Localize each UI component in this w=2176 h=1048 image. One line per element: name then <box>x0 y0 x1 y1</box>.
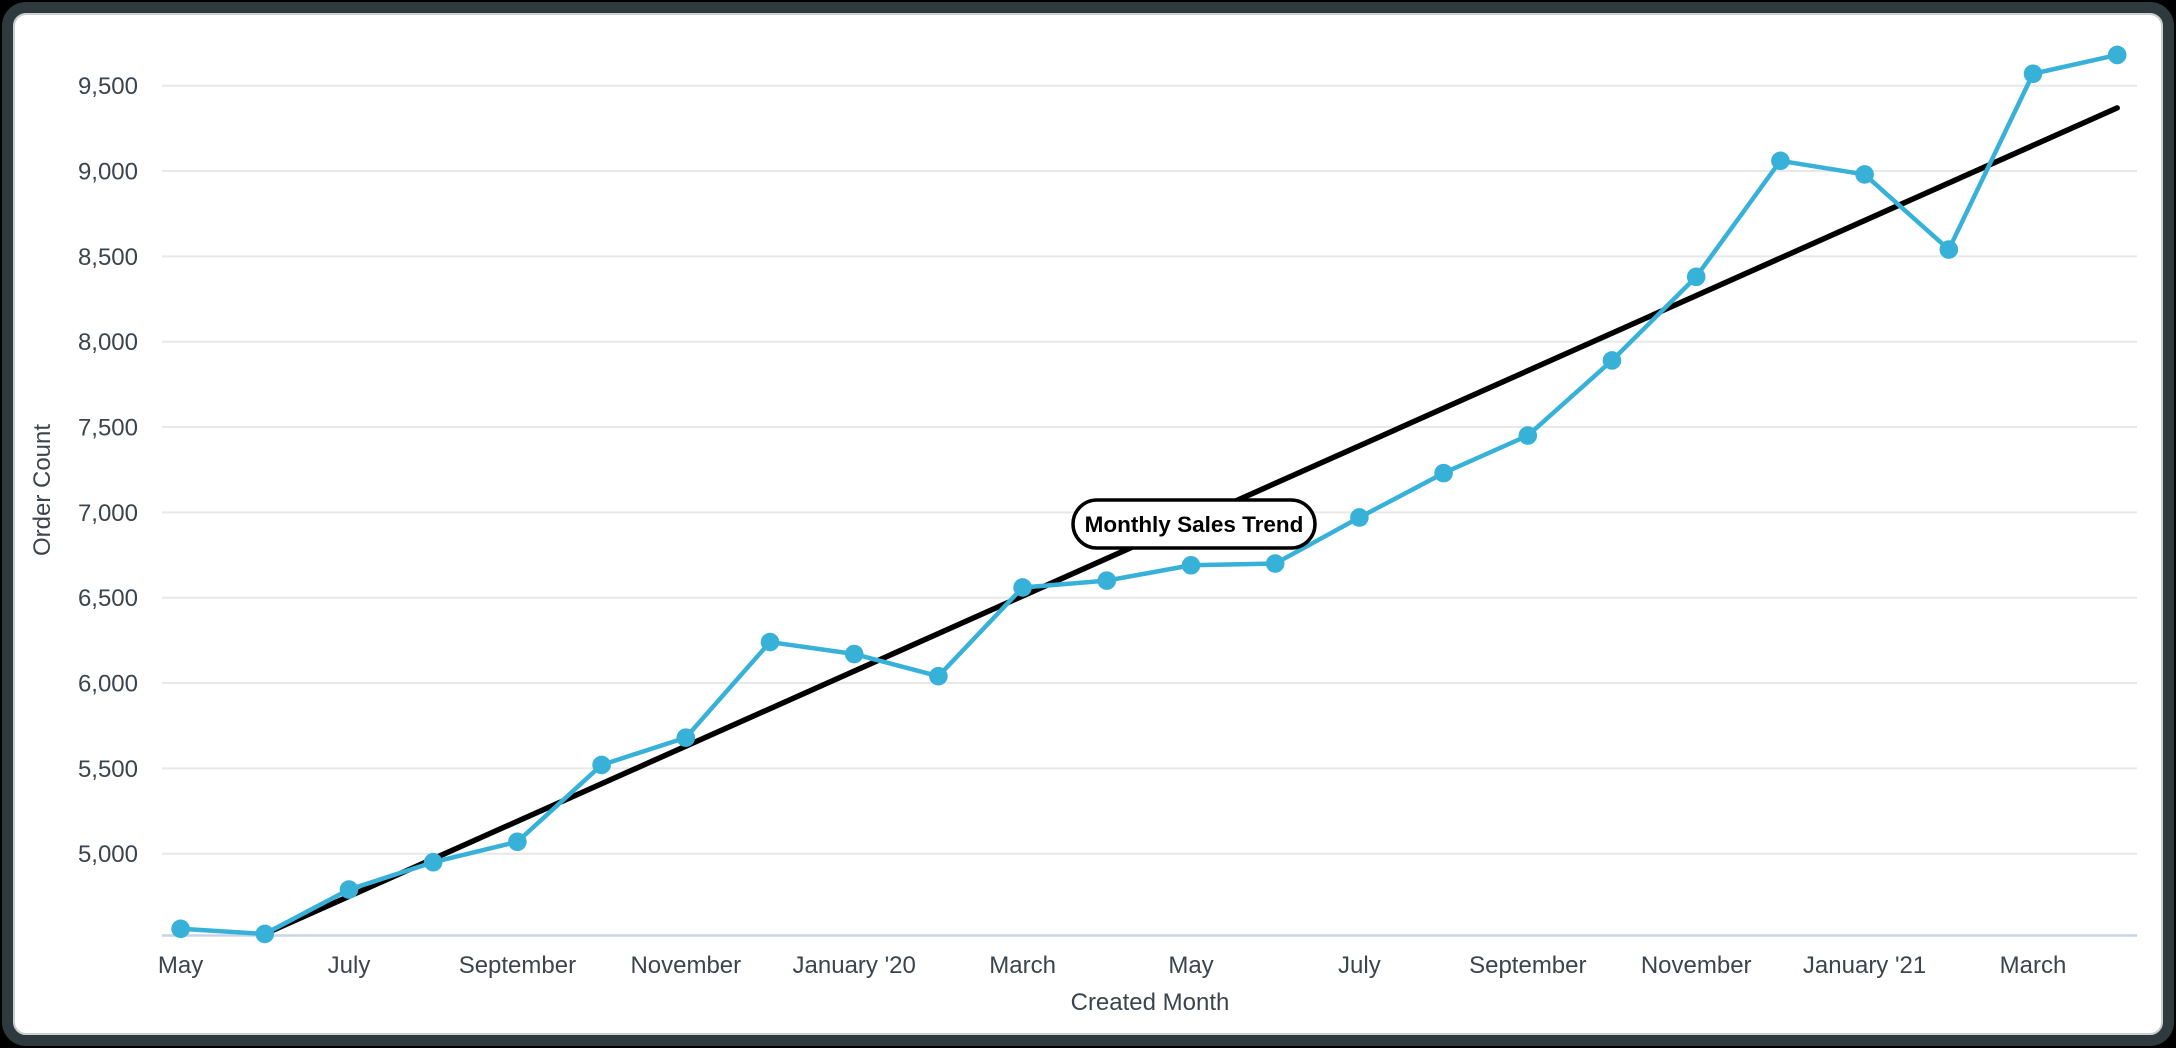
data-point[interactable] <box>1350 508 1369 527</box>
data-point[interactable] <box>171 919 190 939</box>
tick-label-layer: 5,000 5,500 6,000 6,500 7,000 7,500 8,000 8,500… <box>78 73 2066 979</box>
x-tick-label: September <box>1469 952 1586 979</box>
data-point[interactable] <box>1265 554 1285 573</box>
x-tick-label: November <box>1641 952 1752 979</box>
data-point[interactable] <box>929 666 948 686</box>
trend-label-pill: Monthly Sales Trend <box>1071 498 1317 550</box>
y-tick-label: 7,000 <box>78 500 138 527</box>
data-point[interactable] <box>760 632 780 652</box>
x-tick-label: March <box>989 952 1056 979</box>
y-tick-label: 7,500 <box>78 415 138 442</box>
data-point[interactable] <box>1602 351 1622 370</box>
data-point[interactable] <box>339 880 359 899</box>
y-tick-label: 9,500 <box>78 73 138 100</box>
y-tick-label: 8,000 <box>78 329 138 356</box>
data-point[interactable] <box>844 644 864 664</box>
x-axis-title: Created Month <box>1071 989 1230 1016</box>
data-point[interactable] <box>1939 240 1959 259</box>
gridline-layer <box>162 84 2137 855</box>
y-axis-title: Order Count <box>29 424 56 556</box>
y-tick-label: 9,000 <box>78 159 138 186</box>
data-point[interactable] <box>508 832 527 852</box>
data-point[interactable] <box>1771 151 1790 171</box>
series-layer <box>171 45 2127 944</box>
x-tick-label: November <box>630 952 741 979</box>
data-point[interactable] <box>423 852 443 872</box>
data-point[interactable] <box>1855 165 1874 184</box>
data-point[interactable] <box>1013 578 1032 597</box>
x-tick-label: July <box>1338 952 1381 979</box>
data-point[interactable] <box>592 755 611 775</box>
y-tick-label: 5,500 <box>78 756 138 783</box>
data-point[interactable] <box>1181 555 1201 575</box>
data-point[interactable] <box>676 728 696 747</box>
sales-line <box>178 52 2120 937</box>
pill-background <box>1071 498 1317 550</box>
y-tick-label: 6,000 <box>78 671 138 698</box>
x-tick-label: July <box>328 952 371 979</box>
data-point[interactable] <box>1686 267 1706 287</box>
data-point[interactable] <box>255 924 275 944</box>
x-tick-label: May <box>1168 952 1213 979</box>
data-point[interactable] <box>2023 64 2043 84</box>
x-tick-label: May <box>158 952 203 979</box>
data-point[interactable] <box>1434 463 1453 483</box>
x-tick-label: January '20 <box>793 952 916 979</box>
x-tick-label: January '21 <box>1803 952 1926 979</box>
data-point[interactable] <box>1097 571 1117 590</box>
data-point[interactable] <box>1518 426 1538 445</box>
y-tick-label: 8,500 <box>78 244 138 271</box>
data-point[interactable] <box>2107 45 2127 65</box>
pill-label: Monthly Sales Trend <box>1085 512 1304 537</box>
y-tick-label: 5,000 <box>78 841 138 868</box>
y-tick-label: 6,500 <box>78 585 138 612</box>
x-tick-label: March <box>2000 952 2067 979</box>
x-tick-label: September <box>459 952 576 979</box>
